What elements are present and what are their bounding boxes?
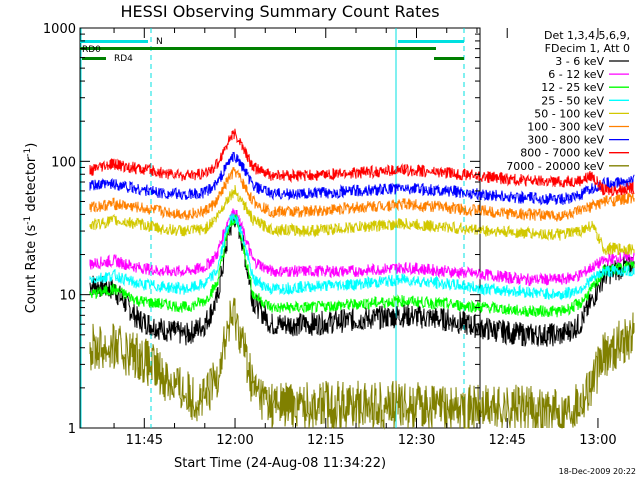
att-bar-rd4-left bbox=[82, 57, 106, 60]
series-line-0 bbox=[89, 210, 635, 347]
att-bar-rd4-right bbox=[434, 57, 464, 60]
y-tick-label-1: 10 bbox=[59, 289, 76, 304]
legend-label-8: 7000 - 20000 keV bbox=[506, 160, 604, 173]
y-tick-label-0: 1 bbox=[68, 422, 76, 437]
legend-label-5: 100 - 300 keV bbox=[527, 121, 604, 134]
x-tick-label-3: 12:30 bbox=[398, 433, 435, 448]
legend-label-4: 50 - 100 keV bbox=[534, 107, 604, 120]
generation-timestamp: 18-Dec-2009 20:22 bbox=[559, 467, 636, 476]
y-tick-label-3: 1000 bbox=[43, 22, 76, 37]
legend-label-1: 6 - 12 keV bbox=[548, 68, 604, 81]
att-label-n: N bbox=[156, 37, 163, 47]
y-tick-label-2: 100 bbox=[51, 155, 76, 170]
y-axis-label-sup2: -1 bbox=[23, 148, 33, 157]
y-axis-label-mid: detector bbox=[24, 156, 39, 216]
series-line-5 bbox=[89, 167, 635, 222]
x-tick-label-5: 13:00 bbox=[579, 433, 616, 448]
series-line-1 bbox=[89, 208, 635, 286]
y-axis-ticks: 1 10 100 1000 bbox=[43, 22, 480, 437]
legend: Det 1,3,4,5,6,9, FDecim 1, Att 0 3 - 6 k… bbox=[506, 29, 630, 173]
att-label-rd0: RD0 bbox=[82, 45, 101, 55]
y-axis-label-sup1: -1 bbox=[23, 216, 33, 225]
plot-frame bbox=[79, 27, 481, 429]
chart-title: HESSI Observing Summary Count Rates bbox=[120, 2, 439, 21]
legend-header-line1: Det 1,3,4,5,6,9, bbox=[544, 29, 630, 42]
series-line-6 bbox=[89, 151, 635, 206]
att-bar-n-left bbox=[80, 40, 148, 43]
att-label-rd4: RD4 bbox=[114, 54, 133, 64]
attenuator-bars: RD0 RD4 N bbox=[80, 37, 464, 64]
x-tick-label-1: 12:00 bbox=[216, 433, 253, 448]
x-tick-label-4: 12:45 bbox=[488, 433, 525, 448]
y-axis-label-main: Count Rate (s bbox=[24, 225, 39, 314]
legend-label-2: 12 - 25 keV bbox=[541, 81, 604, 94]
legend-label-6: 300 - 800 keV bbox=[527, 134, 604, 147]
series-line-8 bbox=[89, 297, 635, 430]
legend-label-7: 800 - 7000 keV bbox=[520, 147, 604, 160]
series-line-4 bbox=[89, 185, 635, 256]
legend-header-line2: FDecim 1, Att 0 bbox=[545, 42, 630, 55]
att-bar-n-right bbox=[398, 40, 464, 43]
x-tick-label-0: 11:45 bbox=[126, 433, 163, 448]
series-line-2 bbox=[89, 214, 635, 318]
y-axis-label: Count Rate (s-1 detector-1) bbox=[23, 143, 39, 314]
series-layer bbox=[89, 128, 635, 430]
series-line-3 bbox=[89, 213, 635, 301]
y-axis-label-end: ) bbox=[24, 143, 39, 148]
legend-label-0: 3 - 6 keV bbox=[555, 55, 604, 68]
x-axis-label: Start Time (24-Aug-08 11:34:22) bbox=[174, 456, 386, 471]
series-line-7 bbox=[89, 128, 635, 197]
x-axis-ticks: 11:45 12:00 12:15 12:30 12:45 13:00 bbox=[113, 28, 617, 448]
attenuator-lines bbox=[80, 28, 465, 428]
x-tick-label-2: 12:15 bbox=[307, 433, 344, 448]
att-bar-rd0 bbox=[80, 47, 436, 50]
legend-label-3: 25 - 50 keV bbox=[541, 94, 604, 107]
